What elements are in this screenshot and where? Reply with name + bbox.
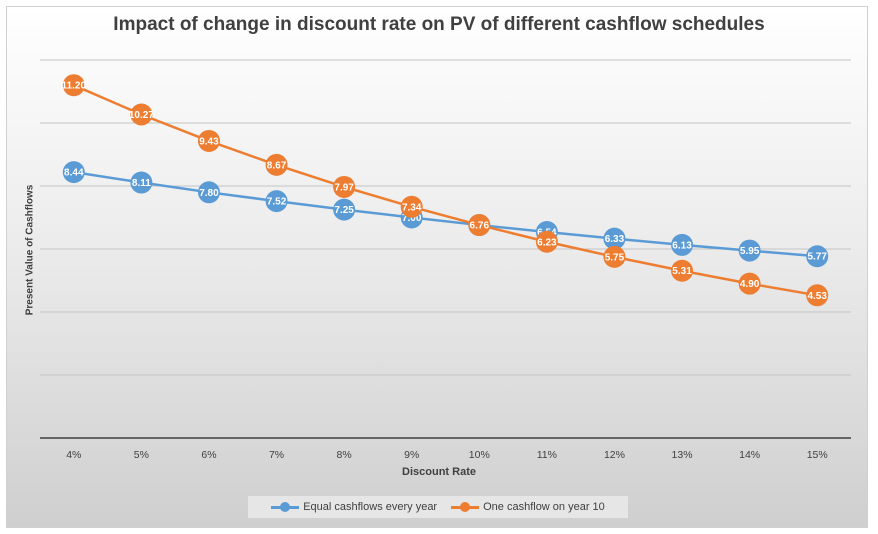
data-point — [806, 284, 829, 307]
data-label: 8.44 — [64, 168, 84, 179]
data-label: 9.43 — [199, 136, 219, 147]
x-axis-title: Discount Rate — [402, 466, 476, 478]
data-label: 5.31 — [672, 266, 692, 277]
data-point — [265, 190, 288, 213]
data-label: 10.27 — [129, 110, 154, 121]
data-label: 5.77 — [807, 252, 827, 263]
data-label: 4.53 — [807, 291, 827, 302]
x-tick-label: 12% — [604, 449, 625, 461]
data-label: 7.25 — [334, 205, 354, 216]
data-point — [333, 198, 356, 221]
data-point — [265, 153, 288, 176]
data-point — [333, 175, 356, 198]
series-1: 8.448.117.807.527.257.006.766.546.336.13… — [62, 161, 829, 268]
data-point — [62, 161, 85, 184]
x-tick-label: 11% — [537, 449, 557, 461]
series-layer: 8.448.117.807.527.257.006.766.546.336.13… — [62, 74, 829, 307]
data-label: 7.80 — [199, 188, 219, 199]
data-label: 6.13 — [672, 240, 692, 251]
x-tick-label: 7% — [269, 449, 284, 461]
data-point — [197, 129, 220, 152]
data-point — [62, 74, 85, 97]
data-point — [400, 195, 423, 218]
data-label: 5.95 — [740, 246, 760, 257]
x-tick-label: 5% — [134, 449, 149, 461]
x-tick-labels: 4% 5% 6% 7% 8% 9% 10% 11% 12% 13% 14% 15% — [66, 449, 828, 461]
data-label: 8.67 — [267, 160, 287, 171]
legend-item-series-2: One cashflow on year 10 — [451, 501, 605, 513]
data-point — [671, 259, 694, 282]
data-label: 4.90 — [740, 279, 760, 290]
data-label: 11.20 — [62, 81, 87, 92]
data-point — [130, 103, 153, 126]
x-tick-label: 15% — [807, 449, 828, 461]
data-label: 7.52 — [267, 197, 287, 208]
data-label: 7.97 — [334, 182, 354, 193]
data-label: 6.23 — [537, 237, 557, 248]
legend-label-series-2: One cashflow on year 10 — [483, 501, 605, 513]
data-point — [603, 227, 626, 250]
data-label: 6.33 — [605, 234, 625, 245]
legend-item-series-1: Equal cashflows every year — [271, 501, 437, 513]
data-point — [535, 230, 558, 253]
data-point — [130, 171, 153, 194]
data-point — [806, 245, 829, 268]
data-point — [603, 245, 626, 268]
data-label: 7.34 — [402, 202, 422, 213]
x-tick-label: 13% — [672, 449, 693, 461]
data-label: 8.11 — [132, 178, 151, 189]
data-point — [738, 239, 761, 262]
data-point — [197, 181, 220, 204]
x-tick-label: 14% — [739, 449, 760, 461]
legend: Equal cashflows every year One cashflow … — [248, 496, 628, 518]
x-tick-label: 4% — [66, 449, 81, 461]
chart-frame — [6, 6, 868, 528]
series-2: 11.20 10.27 9.43 8.67 7.97 7.34 6.76 6.23 5.75 5.… — [62, 74, 829, 307]
legend-label-series-1: Equal cashflows every year — [303, 501, 438, 513]
series-line — [73, 84, 818, 297]
data-point — [671, 233, 694, 256]
data-label: 7.00 — [402, 213, 422, 224]
data-point — [468, 214, 491, 237]
gridlines — [40, 59, 851, 439]
legend-swatch-series-2 — [451, 502, 480, 512]
x-tick-label: 6% — [201, 449, 216, 461]
data-label: 6.76 — [470, 221, 490, 232]
x-tick-label: 8% — [337, 449, 352, 461]
data-point — [738, 272, 761, 295]
legend-swatch-series-1 — [271, 502, 300, 512]
data-label: 5.75 — [605, 252, 625, 263]
x-tick-label: 9% — [404, 449, 419, 461]
x-tick-label: 10% — [469, 449, 490, 461]
series-line — [73, 170, 818, 258]
chart-title: Impact of change in discount rate on PV … — [113, 14, 765, 35]
